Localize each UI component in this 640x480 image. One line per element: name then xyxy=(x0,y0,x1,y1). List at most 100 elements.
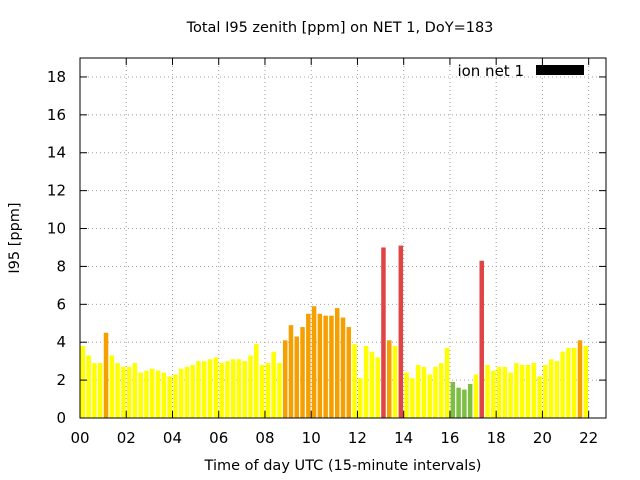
x-axis-ticks: 00 02 04 06 08 10 12 14 16 18 20 22 xyxy=(70,58,598,447)
x-tick-label: 00 xyxy=(70,429,89,447)
bar xyxy=(456,387,461,418)
bar xyxy=(213,357,219,418)
bar xyxy=(225,361,230,418)
bar xyxy=(306,313,311,418)
y-tick-label: 16 xyxy=(47,106,66,124)
bar xyxy=(109,355,115,418)
y-tick-label: 14 xyxy=(47,144,66,162)
bar xyxy=(155,370,161,418)
bars xyxy=(80,245,589,418)
bar xyxy=(196,361,201,418)
y-tick-label: 10 xyxy=(47,220,66,238)
bar xyxy=(282,340,288,418)
bar xyxy=(126,366,132,418)
bar xyxy=(392,346,398,418)
plot-border xyxy=(79,57,607,419)
bar xyxy=(329,315,334,418)
x-tick-label: 14 xyxy=(394,429,413,447)
y-tick-label: 6 xyxy=(56,295,66,313)
bar xyxy=(386,340,392,418)
x-tick-label: 02 xyxy=(117,429,136,447)
legend-label: ion net 1 xyxy=(457,62,524,80)
x-tick-label: 16 xyxy=(440,429,459,447)
bar xyxy=(560,351,565,418)
bar xyxy=(271,351,276,418)
bar xyxy=(178,368,184,418)
bar xyxy=(496,366,502,418)
bar xyxy=(173,374,178,418)
bar xyxy=(439,363,444,418)
bar xyxy=(462,389,467,418)
bar xyxy=(334,308,340,418)
bar xyxy=(444,347,450,418)
bar xyxy=(80,346,86,418)
y-tick-label: 4 xyxy=(56,333,66,351)
bar xyxy=(340,317,346,418)
bar xyxy=(138,372,143,418)
x-tick-label: 22 xyxy=(579,429,598,447)
bar xyxy=(450,382,456,418)
bar xyxy=(202,361,207,418)
bar xyxy=(248,355,253,418)
bar xyxy=(230,359,236,418)
bar xyxy=(375,357,380,418)
bar xyxy=(311,306,317,418)
x-tick-label: 08 xyxy=(255,429,274,447)
bar xyxy=(317,313,323,418)
grid-lines xyxy=(80,58,606,418)
bar xyxy=(259,364,265,418)
bar xyxy=(92,363,97,418)
bar xyxy=(294,336,300,418)
bar xyxy=(554,361,560,418)
bar xyxy=(525,364,531,418)
x-tick-label: 18 xyxy=(487,429,506,447)
bar xyxy=(398,245,404,418)
bar xyxy=(433,366,438,418)
bar xyxy=(381,247,386,418)
bar xyxy=(479,260,484,418)
bar xyxy=(190,364,195,418)
bar xyxy=(103,332,109,418)
bar xyxy=(149,368,155,418)
bar xyxy=(514,363,519,418)
bar xyxy=(277,363,282,418)
y-tick-label: 18 xyxy=(47,68,66,86)
bar xyxy=(519,364,525,418)
bar xyxy=(352,344,357,418)
bar xyxy=(288,325,294,418)
bar xyxy=(577,340,583,418)
bar xyxy=(467,383,473,418)
y-tick-label: 0 xyxy=(56,409,66,427)
x-tick-label: 12 xyxy=(348,429,367,447)
bar xyxy=(537,376,542,418)
bar xyxy=(219,363,224,418)
y-tick-label: 8 xyxy=(56,257,66,275)
bar xyxy=(132,363,138,418)
x-axis-label: Time of day UTC (15-minute intervals) xyxy=(204,458,482,474)
bar xyxy=(121,366,126,418)
x-tick-label: 10 xyxy=(302,429,321,447)
bar xyxy=(571,347,577,418)
bar xyxy=(427,374,432,418)
bar xyxy=(531,363,537,418)
y-tick-label: 2 xyxy=(56,371,66,389)
bar xyxy=(363,346,369,418)
bar xyxy=(346,327,352,418)
bar xyxy=(184,366,190,418)
bar xyxy=(491,370,496,418)
bar xyxy=(410,378,415,418)
bar xyxy=(543,364,548,418)
x-tick-label: 04 xyxy=(163,429,182,447)
bar xyxy=(207,359,213,418)
bar xyxy=(144,370,149,418)
bar xyxy=(421,366,427,418)
bar xyxy=(97,363,103,418)
x-tick-label: 06 xyxy=(209,429,228,447)
bar xyxy=(415,364,421,418)
bar xyxy=(548,359,554,418)
bar xyxy=(167,376,172,418)
legend-swatch xyxy=(536,65,584,75)
bar xyxy=(485,364,490,418)
y-tick-label: 12 xyxy=(47,182,66,200)
